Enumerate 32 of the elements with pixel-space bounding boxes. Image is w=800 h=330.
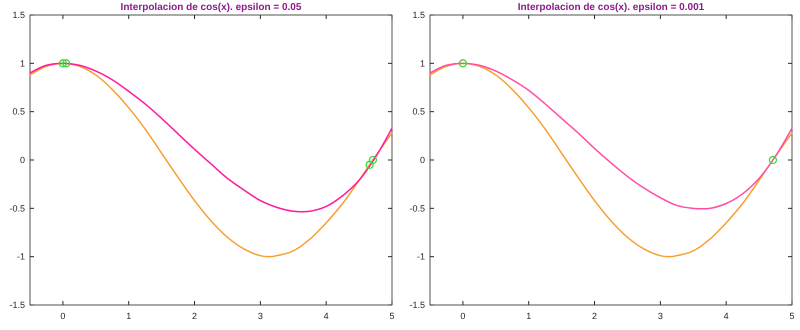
y-tick-label: -1 [416, 252, 425, 262]
y-tick-label: 0.5 [412, 106, 425, 117]
y-tick-label: 1 [420, 58, 425, 68]
y-tick-label: 0.5 [12, 106, 25, 117]
x-tick-label: 3 [658, 311, 663, 321]
y-tick-label: -1.5 [9, 300, 25, 310]
y-tick-label: -0.5 [409, 203, 425, 214]
y-tick-label: -1 [16, 252, 25, 262]
x-tick-label: 2 [592, 311, 598, 321]
y-tick-label: 1.5 [12, 10, 25, 20]
point [62, 59, 70, 68]
x-tick-label: 0 [60, 311, 66, 321]
x-tick-label: 4 [324, 311, 329, 321]
y-tick-label: -0.5 [9, 203, 25, 214]
x-tick-label: 3 [258, 311, 263, 321]
x-tick-label: 0 [460, 311, 466, 321]
point [58, 59, 68, 68]
x-tick-label: 5 [389, 311, 395, 321]
x-tick-label: 2 [192, 311, 198, 321]
x-tick-label: 5 [789, 311, 795, 321]
x-tick-label: 1 [526, 311, 532, 321]
y-tick-label: -1.5 [409, 300, 425, 310]
y-tick-label: 1 [20, 58, 25, 68]
y-tick-label: 0 [420, 155, 425, 165]
x-tick-label: 1 [126, 311, 132, 321]
x-tick-label: 4 [724, 311, 729, 321]
y-tick-label: 0 [20, 155, 25, 165]
point [365, 160, 374, 169]
point [368, 156, 378, 164]
y-tick-label: 1.5 [412, 10, 425, 20]
chart-title: Interpolacion de cos(x). epsilon = 0.001 [518, 2, 705, 13]
chart-title: Interpolacion de cos(x). epsilon = 0.05 [120, 2, 302, 13]
